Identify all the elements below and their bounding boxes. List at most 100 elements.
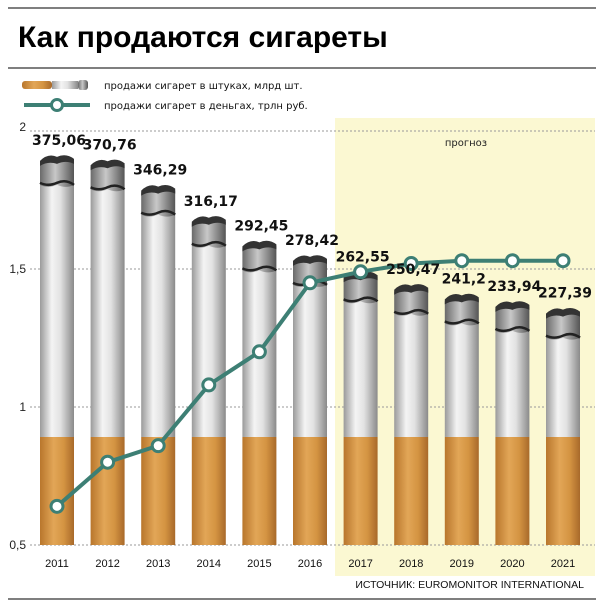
cigarette-paper [40, 184, 74, 437]
money-series-point [454, 253, 470, 269]
cigarette-bar [393, 284, 429, 545]
cigarette-ash [394, 286, 429, 316]
cigarette-ash [343, 273, 378, 304]
cigarette-bar [343, 271, 379, 545]
cigarette-paper [141, 214, 176, 437]
ash-tip [444, 293, 479, 305]
ash-tip [141, 184, 176, 196]
bar-value-label: 370,76 [83, 137, 137, 153]
cigarette-ash [546, 310, 580, 340]
cigarette-paper [546, 337, 580, 437]
cigarette-filter [40, 437, 74, 545]
x-tick-label: 2012 [95, 558, 119, 570]
ash-tip [90, 159, 125, 171]
ash-tip [40, 155, 74, 166]
bar-value-label: 292,45 [234, 218, 288, 234]
cigarette-filter [394, 437, 429, 545]
bar-value-label: 316,17 [184, 194, 238, 210]
y-tick-label: 2 [19, 120, 26, 134]
money-series-point [403, 255, 419, 271]
ash-tip [495, 301, 530, 312]
cigarette-filter [191, 437, 226, 545]
money-series-point [251, 344, 267, 360]
cigarette-paper [394, 313, 429, 437]
cigarette-ash [495, 303, 530, 333]
bar-value-label: 262,55 [336, 249, 390, 265]
cigarette-filter [242, 437, 277, 545]
cigarette-bar [241, 240, 278, 545]
burn-ring [39, 179, 75, 187]
cigarette-bar [90, 159, 126, 545]
burn-ring [90, 184, 126, 191]
legend-pieces-label: продажи сигарет в штуках, млрд шт. [104, 81, 303, 92]
cigarette-filter [444, 437, 479, 545]
cigarette-paper [343, 301, 378, 437]
bar-value-label: 241,2 [442, 271, 486, 287]
ash-tip [394, 284, 429, 295]
burn-ring [545, 332, 581, 339]
ash-tip [242, 240, 277, 252]
burn-ring [241, 265, 278, 272]
money-series-point [504, 253, 520, 269]
money-series-point [302, 275, 318, 291]
burn-ring [343, 296, 379, 303]
money-series-point [353, 264, 369, 280]
cigarette-filter [293, 437, 327, 545]
cigarette-bar [191, 216, 227, 545]
cigarette-ash [90, 161, 125, 192]
x-tick-label: 2019 [450, 558, 474, 570]
cigarette-filter [343, 437, 378, 545]
chart-title: Как продаются сигареты [18, 21, 388, 54]
burn-ring [140, 209, 176, 216]
x-tick-label: 2014 [197, 558, 221, 570]
burn-ring [494, 326, 531, 333]
cigarette-ash [242, 242, 277, 273]
ash-tip [191, 216, 226, 227]
cigarette-bar [494, 301, 531, 545]
cigarette-paper [495, 330, 530, 437]
x-tick-label: 2018 [399, 558, 423, 570]
x-tick-label: 2011 [45, 558, 69, 570]
y-tick-label: 0,5 [9, 538, 26, 552]
cigarette-filter [141, 437, 176, 545]
x-tick-label: 2017 [348, 558, 372, 570]
x-tick-label: 2013 [146, 558, 170, 570]
money-series-point [100, 454, 116, 470]
cigarette-bar [545, 308, 581, 545]
source-note: ИСТОЧНИК: EUROMONITOR INTERNATIONAL [355, 579, 584, 591]
bar-value-label: 250,47 [386, 262, 440, 278]
cigarette-ash [191, 218, 226, 248]
bar-value-label: 375,06 [32, 133, 86, 149]
x-tick-label: 2015 [247, 558, 271, 570]
cigarette-ash [40, 157, 74, 187]
x-tick-label: 2021 [551, 558, 575, 570]
ash-tip [546, 308, 580, 319]
money-series-point [201, 377, 217, 393]
legend: продажи сигарет в штуках, млрд шт. прода… [22, 80, 308, 112]
cigarette-ash [141, 186, 176, 217]
legend-line-icon [24, 98, 90, 112]
cigarette-paper [90, 189, 125, 437]
x-tick-label: 2016 [298, 558, 322, 570]
forecast-label: прогноз [445, 138, 487, 149]
cigarette-paper [293, 284, 327, 437]
bar-value-label: 233,94 [487, 279, 541, 295]
burn-ring [191, 240, 227, 248]
cigarette-filter [90, 437, 125, 545]
y-tick-label: 1 [19, 400, 26, 414]
cigarette-bar [444, 293, 480, 545]
money-series-point [49, 498, 65, 514]
cigarette-bar [39, 155, 75, 545]
y-tick-label: 1,5 [9, 262, 26, 276]
cigarette-paper [444, 323, 479, 437]
money-series-point [555, 253, 571, 269]
x-tick-label: 2020 [500, 558, 524, 570]
money-series-point [150, 438, 166, 454]
bar-value-label: 346,29 [133, 163, 187, 179]
cigarette-bar [140, 184, 176, 545]
burn-ring [393, 308, 429, 316]
cigarette-filter [495, 437, 530, 545]
burn-ring [444, 318, 480, 325]
cigarette-ash [444, 295, 479, 326]
